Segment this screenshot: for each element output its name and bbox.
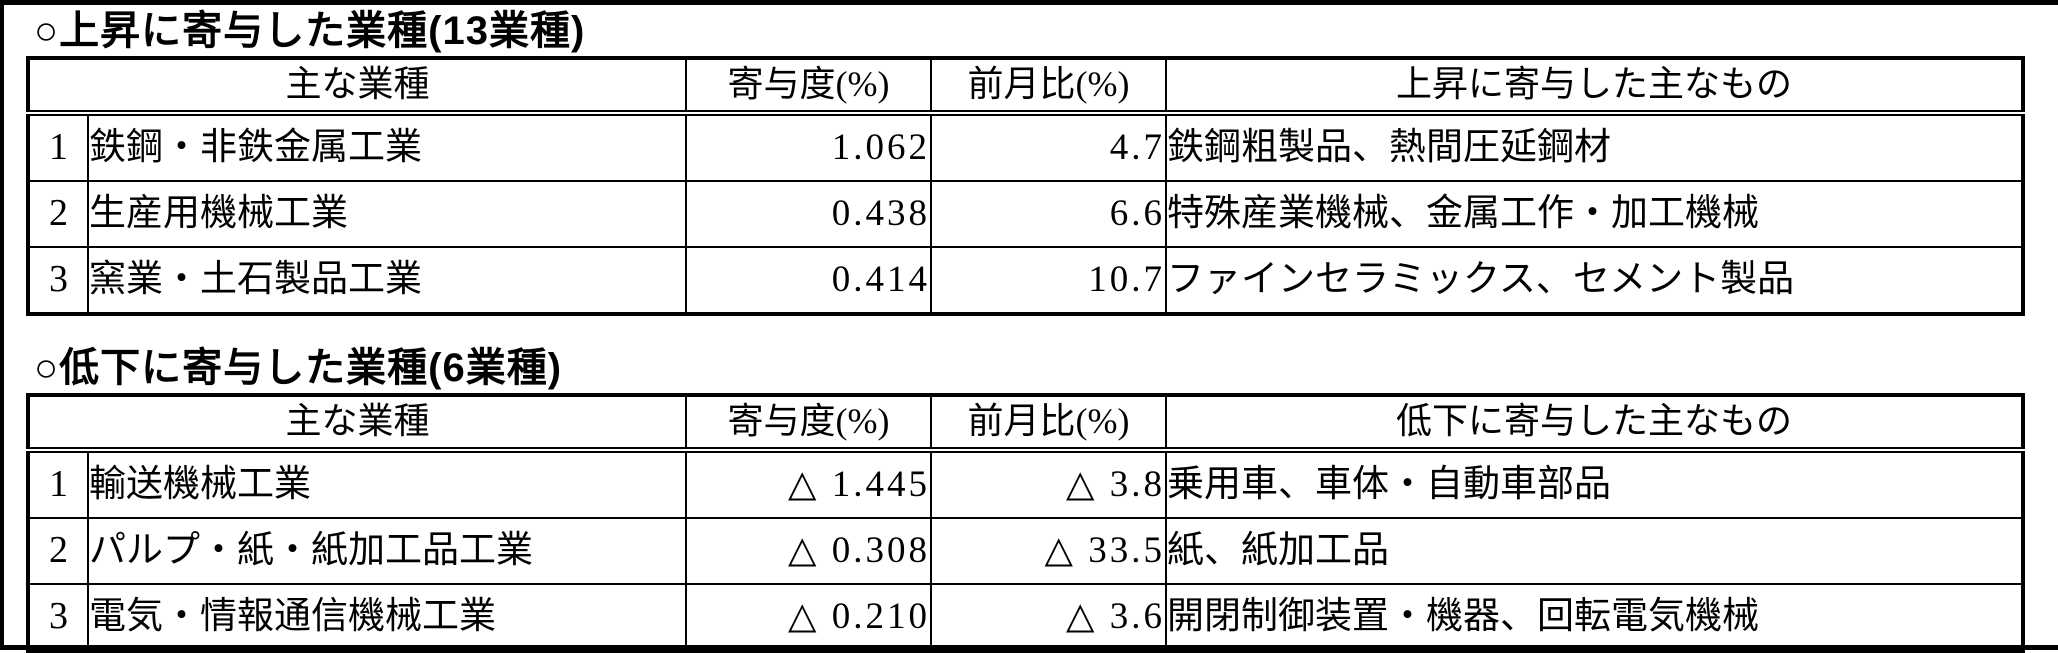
mom-value: △ 3.6 bbox=[930, 583, 1168, 652]
table-header-row: 主な業種 寄与度(%) 前月比(%) 低下に寄与した主なもの bbox=[26, 394, 2025, 453]
industry-name: パルプ・紙・紙加工品工業 bbox=[86, 517, 688, 585]
contributing-items: 乗用車、車体・自動車部品 bbox=[1165, 449, 2025, 519]
industry-name: 生産用機械工業 bbox=[86, 180, 688, 248]
row-number: 1 bbox=[27, 449, 89, 519]
section-decline: ○低下に寄与した業種(6業種) 主な業種 寄与度(%) 前月比(%) 低下に寄与… bbox=[26, 346, 2058, 653]
row-number: 2 bbox=[27, 517, 89, 585]
contributing-items: 開閉制御装置・機器、回転電気機械 bbox=[1165, 583, 2025, 652]
mom-value: 10.7 bbox=[930, 246, 1168, 315]
industry-name: 鉄鋼・非鉄金属工業 bbox=[86, 112, 688, 182]
row-number: 2 bbox=[27, 180, 89, 248]
contribution-value: △ 0.210 bbox=[685, 583, 933, 652]
table-row: 2 パルプ・紙・紙加工品工業 △ 0.308 △ 33.5 紙、紙加工品 bbox=[27, 517, 2025, 585]
table-row: 1 輸送機械工業 △ 1.445 △ 3.8 乗用車、車体・自動車部品 bbox=[27, 449, 2025, 519]
contributing-items: 特殊産業機械、金属工作・加工機械 bbox=[1165, 180, 2025, 248]
header-industry: 主な業種 bbox=[26, 57, 688, 116]
contribution-value: 1.062 bbox=[685, 112, 933, 182]
section-title-decline: ○低下に寄与した業種(6業種) bbox=[34, 346, 563, 390]
mom-value: 4.7 bbox=[930, 112, 1168, 182]
industry-name: 窯業・土石製品工業 bbox=[86, 246, 688, 315]
contributing-items: 鉄鋼粗製品、熱間圧延鋼材 bbox=[1165, 112, 2025, 182]
decline-table: 主な業種 寄与度(%) 前月比(%) 低下に寄与した主なもの 1 輸送機械工業 … bbox=[26, 393, 2026, 653]
table-row: 2 生産用機械工業 0.438 6.6 特殊産業機械、金属工作・加工機械 bbox=[27, 180, 2025, 248]
industry-name: 電気・情報通信機械工業 bbox=[86, 583, 688, 652]
table-row: 3 電気・情報通信機械工業 △ 0.210 △ 3.6 開閉制御装置・機器、回転… bbox=[27, 583, 2025, 652]
industry-name: 輸送機械工業 bbox=[86, 449, 688, 519]
header-contribution: 寄与度(%) bbox=[685, 394, 933, 453]
contribution-value: △ 0.308 bbox=[685, 517, 933, 585]
header-contribution: 寄与度(%) bbox=[685, 57, 933, 116]
contribution-value: 0.414 bbox=[685, 246, 933, 315]
section-title-rise: ○上昇に寄与した業種(13業種) bbox=[34, 9, 586, 53]
table-row: 3 窯業・土石製品工業 0.414 10.7 ファインセラミックス、セメント製品 bbox=[27, 246, 2025, 315]
page-content: ○上昇に寄与した業種(13業種) 主な業種 寄与度(%) 前月比(%) 上昇に寄… bbox=[4, 5, 2058, 653]
row-number: 3 bbox=[27, 583, 89, 652]
header-industry: 主な業種 bbox=[26, 394, 688, 453]
header-items: 上昇に寄与した主なもの bbox=[1165, 57, 2025, 116]
contributing-items: 紙、紙加工品 bbox=[1165, 517, 2025, 585]
row-number: 1 bbox=[27, 112, 89, 182]
contributing-items: ファインセラミックス、セメント製品 bbox=[1165, 246, 2025, 315]
mom-value: △ 33.5 bbox=[930, 517, 1168, 585]
row-number: 3 bbox=[27, 246, 89, 315]
header-mom: 前月比(%) bbox=[930, 57, 1168, 116]
table-header-row: 主な業種 寄与度(%) 前月比(%) 上昇に寄与した主なもの bbox=[26, 57, 2025, 116]
mom-value: 6.6 bbox=[930, 180, 1168, 248]
mom-value: △ 3.8 bbox=[930, 449, 1168, 519]
contribution-value: △ 1.445 bbox=[685, 449, 933, 519]
rise-table: 主な業種 寄与度(%) 前月比(%) 上昇に寄与した主なもの 1 鉄鋼・非鉄金属… bbox=[26, 56, 2026, 316]
table-row: 1 鉄鋼・非鉄金属工業 1.062 4.7 鉄鋼粗製品、熱間圧延鋼材 bbox=[27, 112, 2025, 182]
header-items: 低下に寄与した主なもの bbox=[1165, 394, 2025, 453]
section-rise: ○上昇に寄与した業種(13業種) 主な業種 寄与度(%) 前月比(%) 上昇に寄… bbox=[26, 9, 2058, 316]
header-mom: 前月比(%) bbox=[930, 394, 1168, 453]
contribution-value: 0.438 bbox=[685, 180, 933, 248]
